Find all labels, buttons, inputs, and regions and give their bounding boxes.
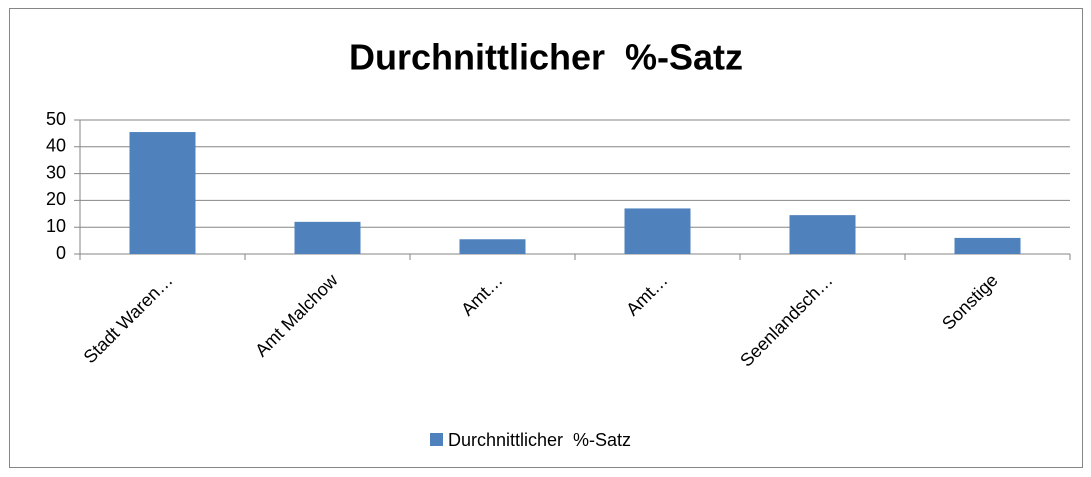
y-tick-label: 0 — [56, 243, 66, 263]
bar — [459, 239, 526, 254]
y-tick-label: 50 — [46, 109, 66, 129]
y-tick-label: 30 — [46, 162, 66, 182]
legend-label: Durchnittlicher %-Satz — [448, 430, 631, 450]
y-tick-label: 10 — [46, 216, 66, 236]
legend-swatch — [430, 433, 443, 446]
bar — [954, 237, 1021, 254]
bar — [789, 215, 856, 254]
y-tick-label: 40 — [46, 136, 66, 156]
bar — [129, 132, 196, 254]
y-tick-label: 20 — [46, 189, 66, 209]
bar — [294, 221, 361, 254]
chart-title: Durchnittlicher %-Satz — [349, 37, 743, 78]
bar — [624, 208, 691, 254]
